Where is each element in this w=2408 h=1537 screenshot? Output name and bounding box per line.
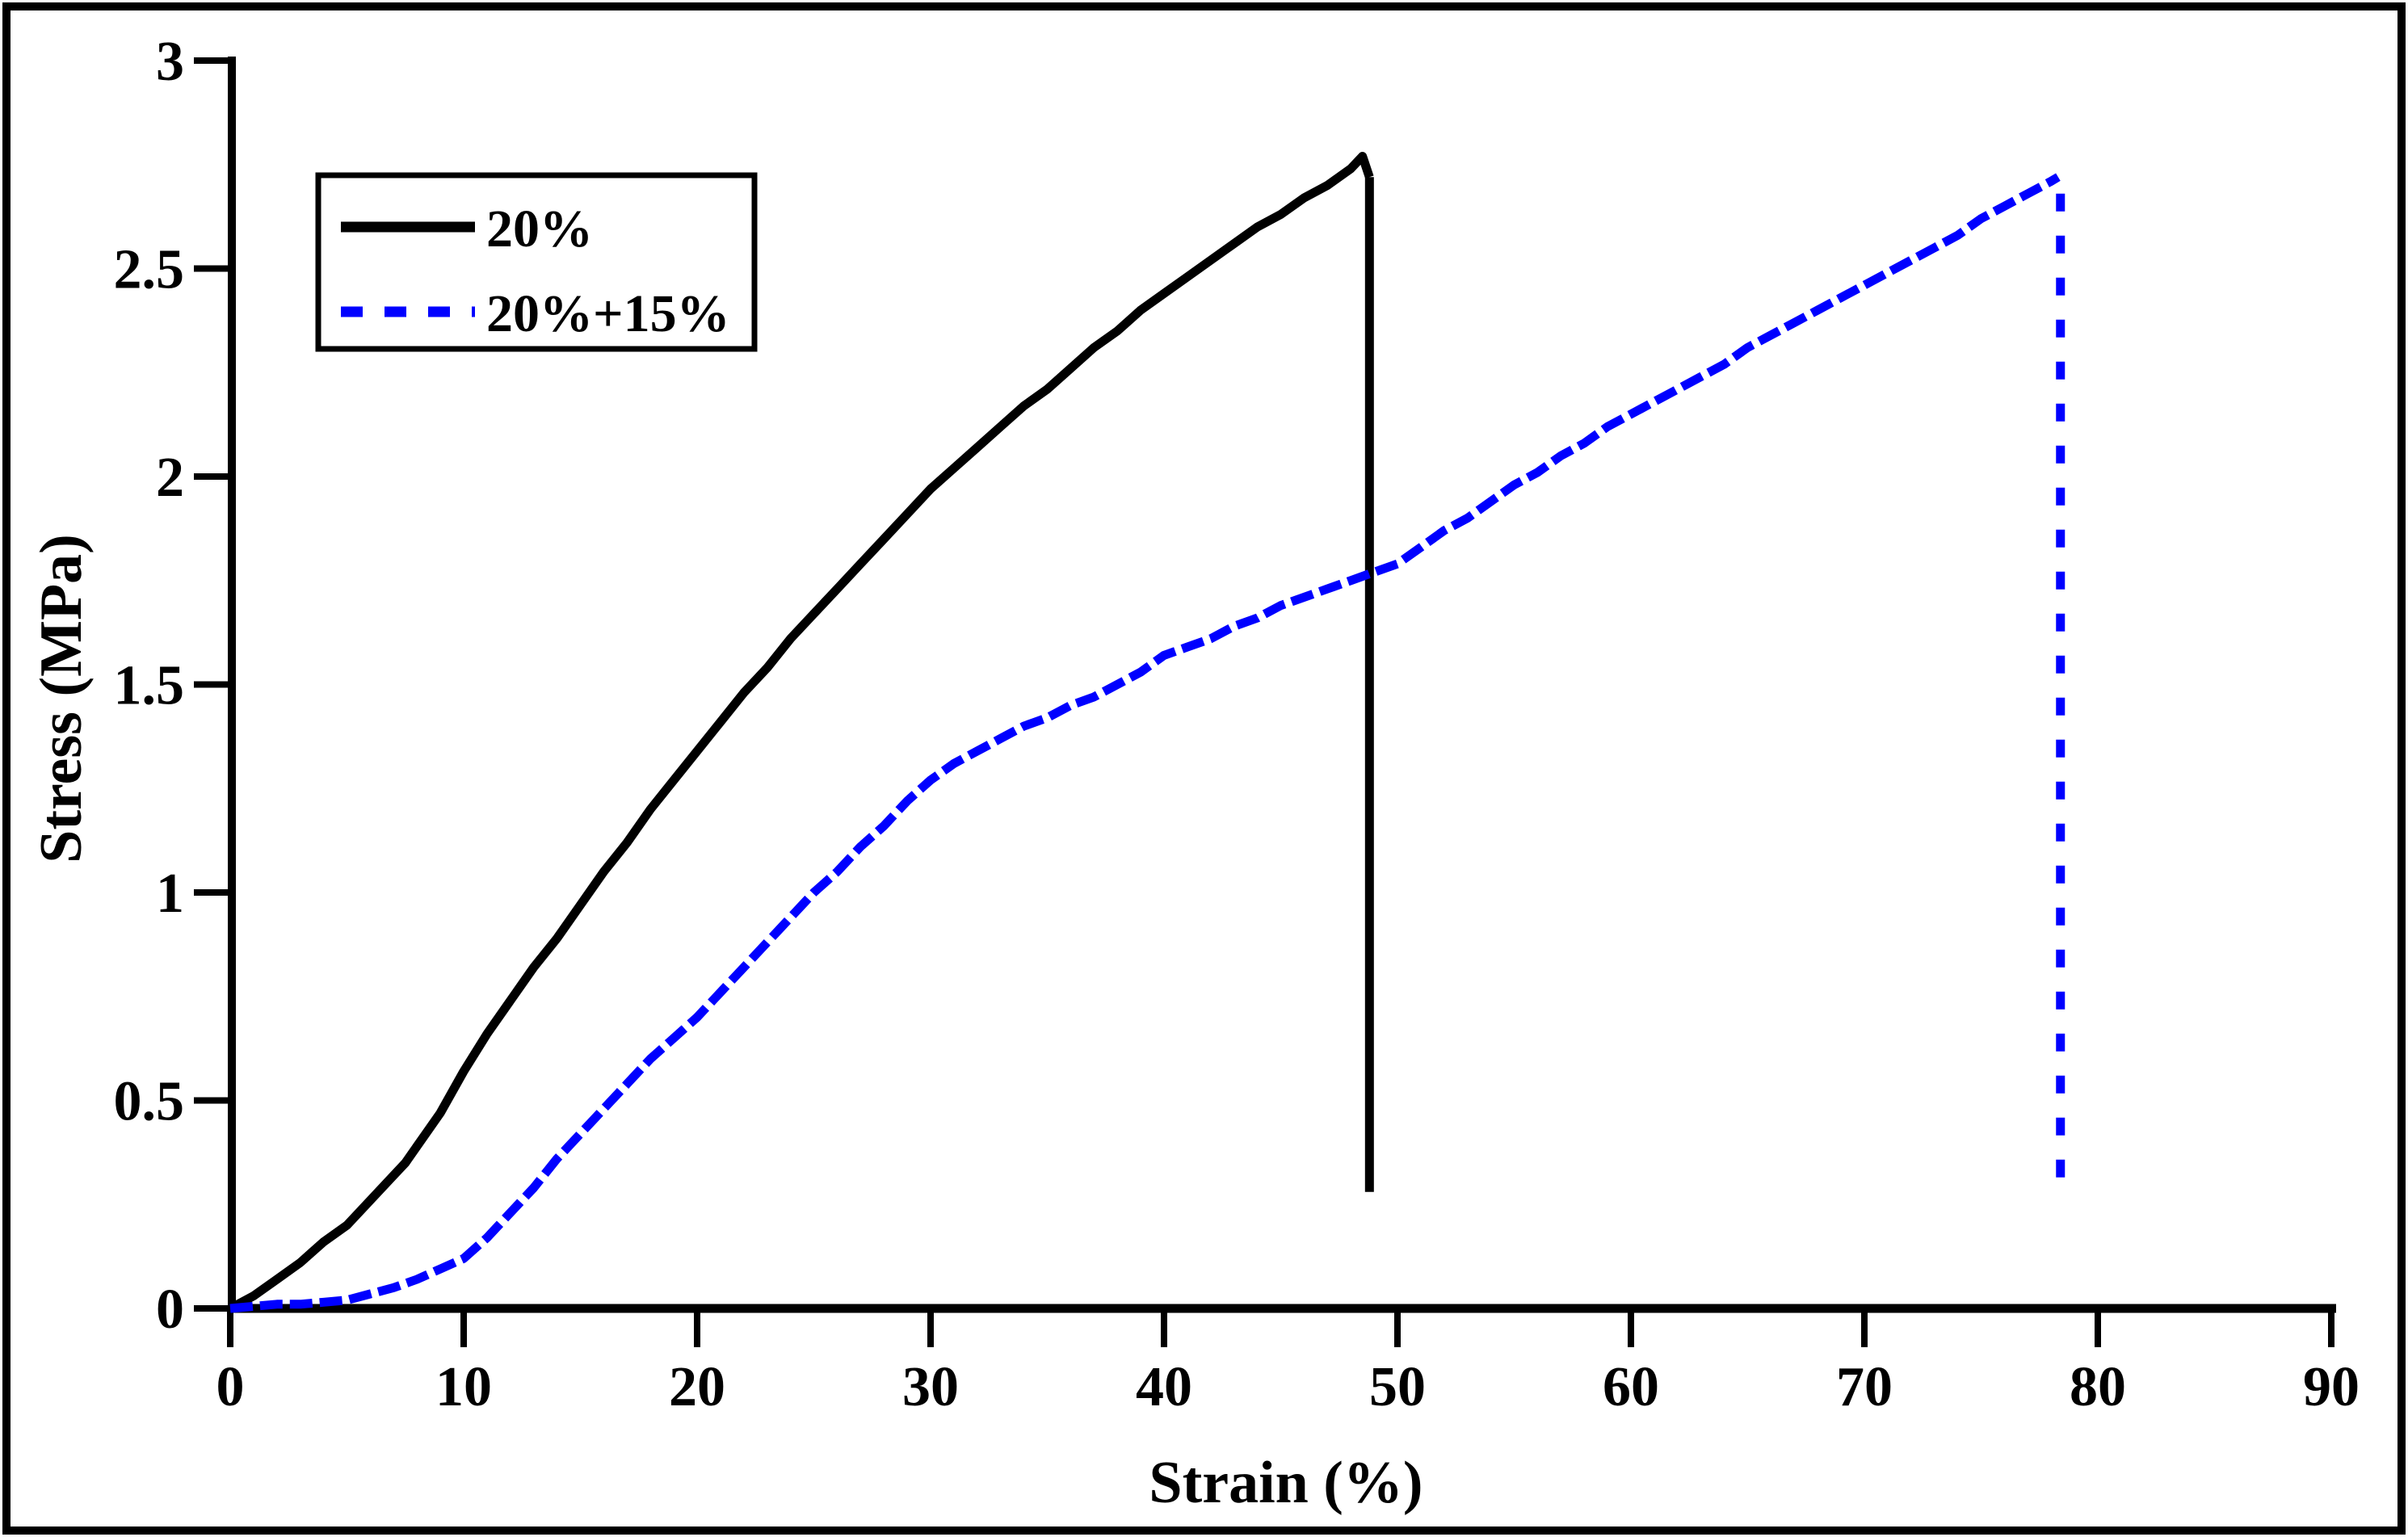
y-tick-label: 0 (156, 1279, 184, 1341)
x-tick-label: 60 (1603, 1356, 1659, 1418)
x-tick-label: 30 (902, 1356, 959, 1418)
y-tick-label: 2.5 (114, 239, 185, 301)
x-tick-label: 80 (2070, 1356, 2126, 1418)
x-axis-title: Strain (%) (1149, 1450, 1423, 1516)
legend-box (315, 172, 758, 352)
legend-label-1: 20%+15% (486, 284, 730, 343)
legend-label-0: 20% (486, 199, 593, 258)
x-tick-label: 90 (2303, 1356, 2360, 1418)
x-axis-tick-labels: 0 10 20 30 40 50 60 70 80 90 (216, 1356, 2360, 1418)
series-curve-0 (228, 152, 1374, 1312)
x-axis-ticks (227, 1308, 2334, 1347)
y-tick-label: 0.5 (114, 1071, 185, 1133)
series-curve-1 (229, 173, 2061, 1313)
x-tick-label: 70 (1836, 1356, 1893, 1418)
x-tick-label: 40 (1136, 1356, 1192, 1418)
y-axis-tick-labels: 0 0.5 1 1.5 2 2.5 3 (114, 31, 185, 1341)
legend: 20% 20%+15% (315, 172, 758, 352)
x-tick-label: 0 (216, 1356, 245, 1418)
legend-items: 20% 20%+15% (341, 199, 730, 343)
y-tick-label: 1 (156, 863, 184, 925)
y-axis-title: Stress (MPa) (28, 534, 95, 863)
y-tick-label: 3 (156, 31, 184, 93)
data-curves (228, 152, 2066, 1313)
x-tick-label: 20 (669, 1356, 725, 1418)
y-tick-label: 1.5 (114, 655, 185, 717)
x-tick-label: 50 (1369, 1356, 1426, 1418)
y-axis-ticks (194, 57, 232, 1312)
x-tick-label: 10 (435, 1356, 492, 1418)
y-tick-label: 2 (156, 447, 184, 509)
